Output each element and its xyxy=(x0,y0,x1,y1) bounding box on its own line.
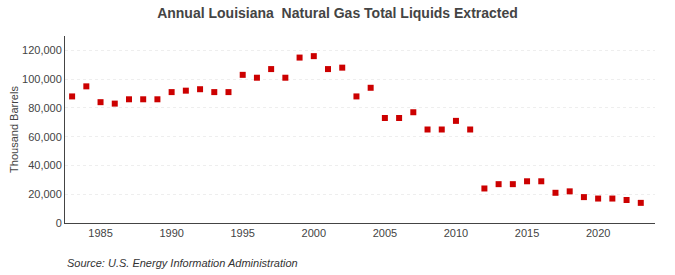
svg-text:Thousand Barrels: Thousand Barrels xyxy=(8,86,20,173)
svg-text:20,000: 20,000 xyxy=(28,188,62,200)
svg-text:60,000: 60,000 xyxy=(28,131,62,143)
svg-text:1990: 1990 xyxy=(159,227,183,239)
svg-text:Annual Louisiana Natural Gas: Annual Louisiana Natural Gas Total Liqui… xyxy=(157,5,518,21)
svg-text:2000: 2000 xyxy=(302,227,326,239)
svg-text:1985: 1985 xyxy=(88,227,112,239)
svg-text:2015: 2015 xyxy=(515,227,539,239)
svg-text:120,000: 120,000 xyxy=(22,44,62,56)
svg-text:40,000: 40,000 xyxy=(28,159,62,171)
svg-text:Source: U.S. Energy Informatio: Source: U.S. Energy Information Administ… xyxy=(67,257,298,269)
svg-text:1995: 1995 xyxy=(230,227,254,239)
svg-text:2005: 2005 xyxy=(373,227,397,239)
svg-text:0: 0 xyxy=(56,217,62,229)
svg-text:100,000: 100,000 xyxy=(22,73,62,85)
svg-text:80,000: 80,000 xyxy=(28,102,62,114)
svg-text:2020: 2020 xyxy=(586,227,610,239)
svg-text:2010: 2010 xyxy=(444,227,468,239)
